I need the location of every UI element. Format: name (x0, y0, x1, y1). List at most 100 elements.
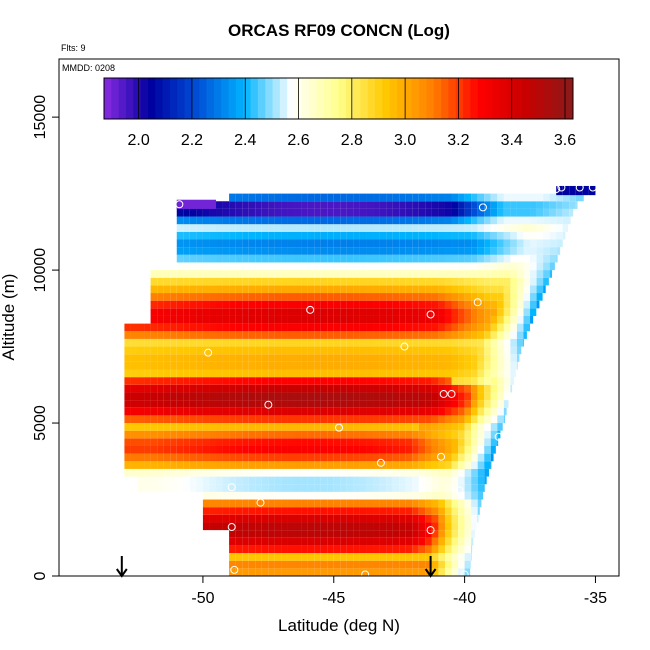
heatmap-cell (471, 254, 478, 263)
heatmap-cell (425, 499, 432, 508)
heatmap-cell (202, 354, 210, 362)
heatmap-cell (340, 400, 347, 408)
heatmap-cell (523, 208, 531, 217)
heatmap-cell (353, 193, 360, 202)
heatmap-cell (163, 270, 171, 278)
heatmap-cell (202, 522, 210, 531)
heatmap-cell (346, 537, 354, 546)
heatmap-cell (458, 468, 465, 477)
heatmap-cell (464, 530, 472, 538)
heatmap-cell (366, 423, 374, 431)
heatmap-cell (124, 415, 131, 424)
heatmap-cell (346, 262, 354, 271)
heatmap-cell (379, 224, 387, 232)
x-axis: -50 -45 -40 -35 (191, 576, 607, 607)
heatmap-cell (464, 453, 472, 462)
heatmap-cell (287, 270, 295, 278)
heatmap-cell (327, 476, 334, 485)
heatmap-cell (327, 560, 334, 569)
heatmap-cell (137, 323, 145, 332)
heatmap-cell (340, 545, 347, 554)
heatmap-cell (157, 300, 164, 309)
sample-point (204, 348, 213, 357)
heatmap-cell (405, 530, 413, 538)
heatmap-cell (373, 430, 380, 439)
heatmap-cell (294, 293, 302, 301)
heatmap-cell (137, 438, 145, 446)
heatmap-cell (464, 476, 472, 485)
heatmap-cell (163, 484, 171, 492)
heatmap-cell (268, 277, 275, 286)
heatmap-cell (327, 285, 334, 294)
heatmap-cell (471, 522, 477, 531)
heatmap-cell (333, 315, 341, 324)
heatmap-cell (261, 553, 269, 561)
heatmap-cell (176, 231, 184, 240)
heatmap-cell (379, 514, 387, 523)
heatmap-cell (346, 438, 354, 446)
heatmap-cell (340, 507, 347, 515)
heatmap-cell (477, 239, 485, 248)
heatmap-cell (399, 224, 406, 232)
heatmap-cell (209, 415, 217, 424)
heatmap-cell (346, 507, 354, 515)
heatmap-cell (216, 453, 223, 462)
heatmap-cell (425, 453, 432, 462)
heatmap-cell (392, 445, 400, 454)
colorbar-segment (257, 78, 266, 119)
heatmap-cell (242, 224, 249, 232)
heatmap-cell (255, 262, 262, 271)
heatmap-cell (307, 499, 315, 508)
heatmap-cell (222, 445, 230, 454)
heatmap-cell (379, 499, 387, 508)
heatmap-cell (444, 361, 452, 370)
heatmap-cell (301, 430, 308, 439)
heatmap-cell (366, 384, 374, 393)
heatmap-cell (431, 323, 439, 332)
heatmap-cell (229, 491, 236, 500)
heatmap-cell (196, 354, 203, 362)
heatmap-cell (229, 346, 236, 355)
heatmap-cell (444, 438, 452, 446)
heatmap-cell (444, 407, 452, 416)
heatmap-cell (320, 499, 328, 508)
heatmap-cell (497, 361, 504, 370)
heatmap-cell (366, 315, 374, 324)
colorbar-segment (213, 78, 222, 119)
heatmap-cell (373, 315, 380, 324)
heatmap-cell (294, 331, 302, 339)
heatmap-cell (144, 338, 151, 347)
heatmap-cell (503, 308, 511, 316)
heatmap-cell (477, 270, 485, 278)
heatmap-cell (386, 338, 393, 347)
heatmap-cell (353, 553, 360, 561)
heatmap-cell (412, 323, 419, 332)
heatmap-cell (425, 354, 432, 362)
heatmap-cell (366, 346, 374, 355)
heatmap-cell (490, 239, 498, 248)
heatmap-cell (327, 445, 334, 454)
heatmap-cell (255, 361, 262, 370)
heatmap-cell (261, 514, 269, 523)
heatmap-cell (301, 377, 308, 385)
heatmap-cell (274, 560, 282, 569)
heatmap-cell (157, 361, 164, 370)
heatmap-cell (386, 537, 393, 546)
heatmap-cell (438, 201, 445, 209)
heatmap-cell (451, 323, 459, 332)
heatmap-cell (458, 507, 465, 515)
heatmap-cell (484, 377, 491, 385)
heatmap-cell (503, 384, 511, 393)
heatmap-cell (216, 514, 223, 523)
heatmap-cell (229, 285, 236, 294)
heatmap-cell (405, 407, 413, 416)
heatmap-cell (170, 461, 177, 469)
heatmap-cell (268, 568, 275, 576)
heatmap-cell (425, 315, 432, 324)
heatmap-cell (392, 461, 400, 469)
heatmap-cell (255, 331, 262, 339)
heatmap-cell (471, 491, 478, 500)
heatmap-cell (320, 239, 328, 248)
heatmap-cell (438, 285, 445, 294)
heatmap-cell (294, 216, 302, 225)
